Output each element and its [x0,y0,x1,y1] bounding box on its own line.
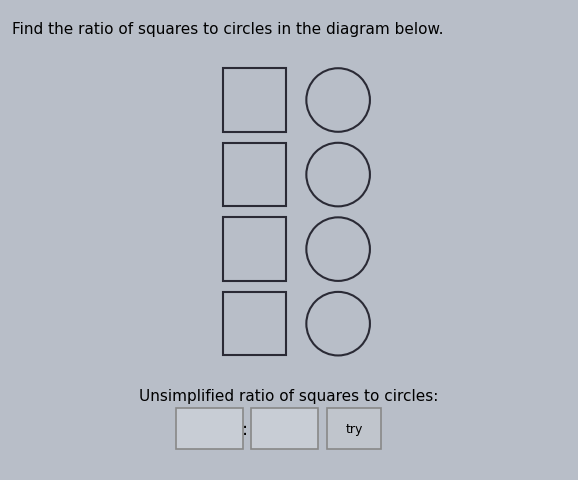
Bar [223,218,286,281]
Text: try: try [345,422,363,435]
Bar [327,408,381,449]
Bar [223,292,286,356]
Text: Find the ratio of squares to circles in the diagram below.: Find the ratio of squares to circles in … [12,22,443,36]
Bar [223,144,286,207]
Text: :: : [242,420,248,438]
Bar [176,408,243,449]
Bar [251,408,318,449]
Text: Unsimplified ratio of squares to circles:: Unsimplified ratio of squares to circles… [139,388,439,404]
Bar [223,69,286,132]
